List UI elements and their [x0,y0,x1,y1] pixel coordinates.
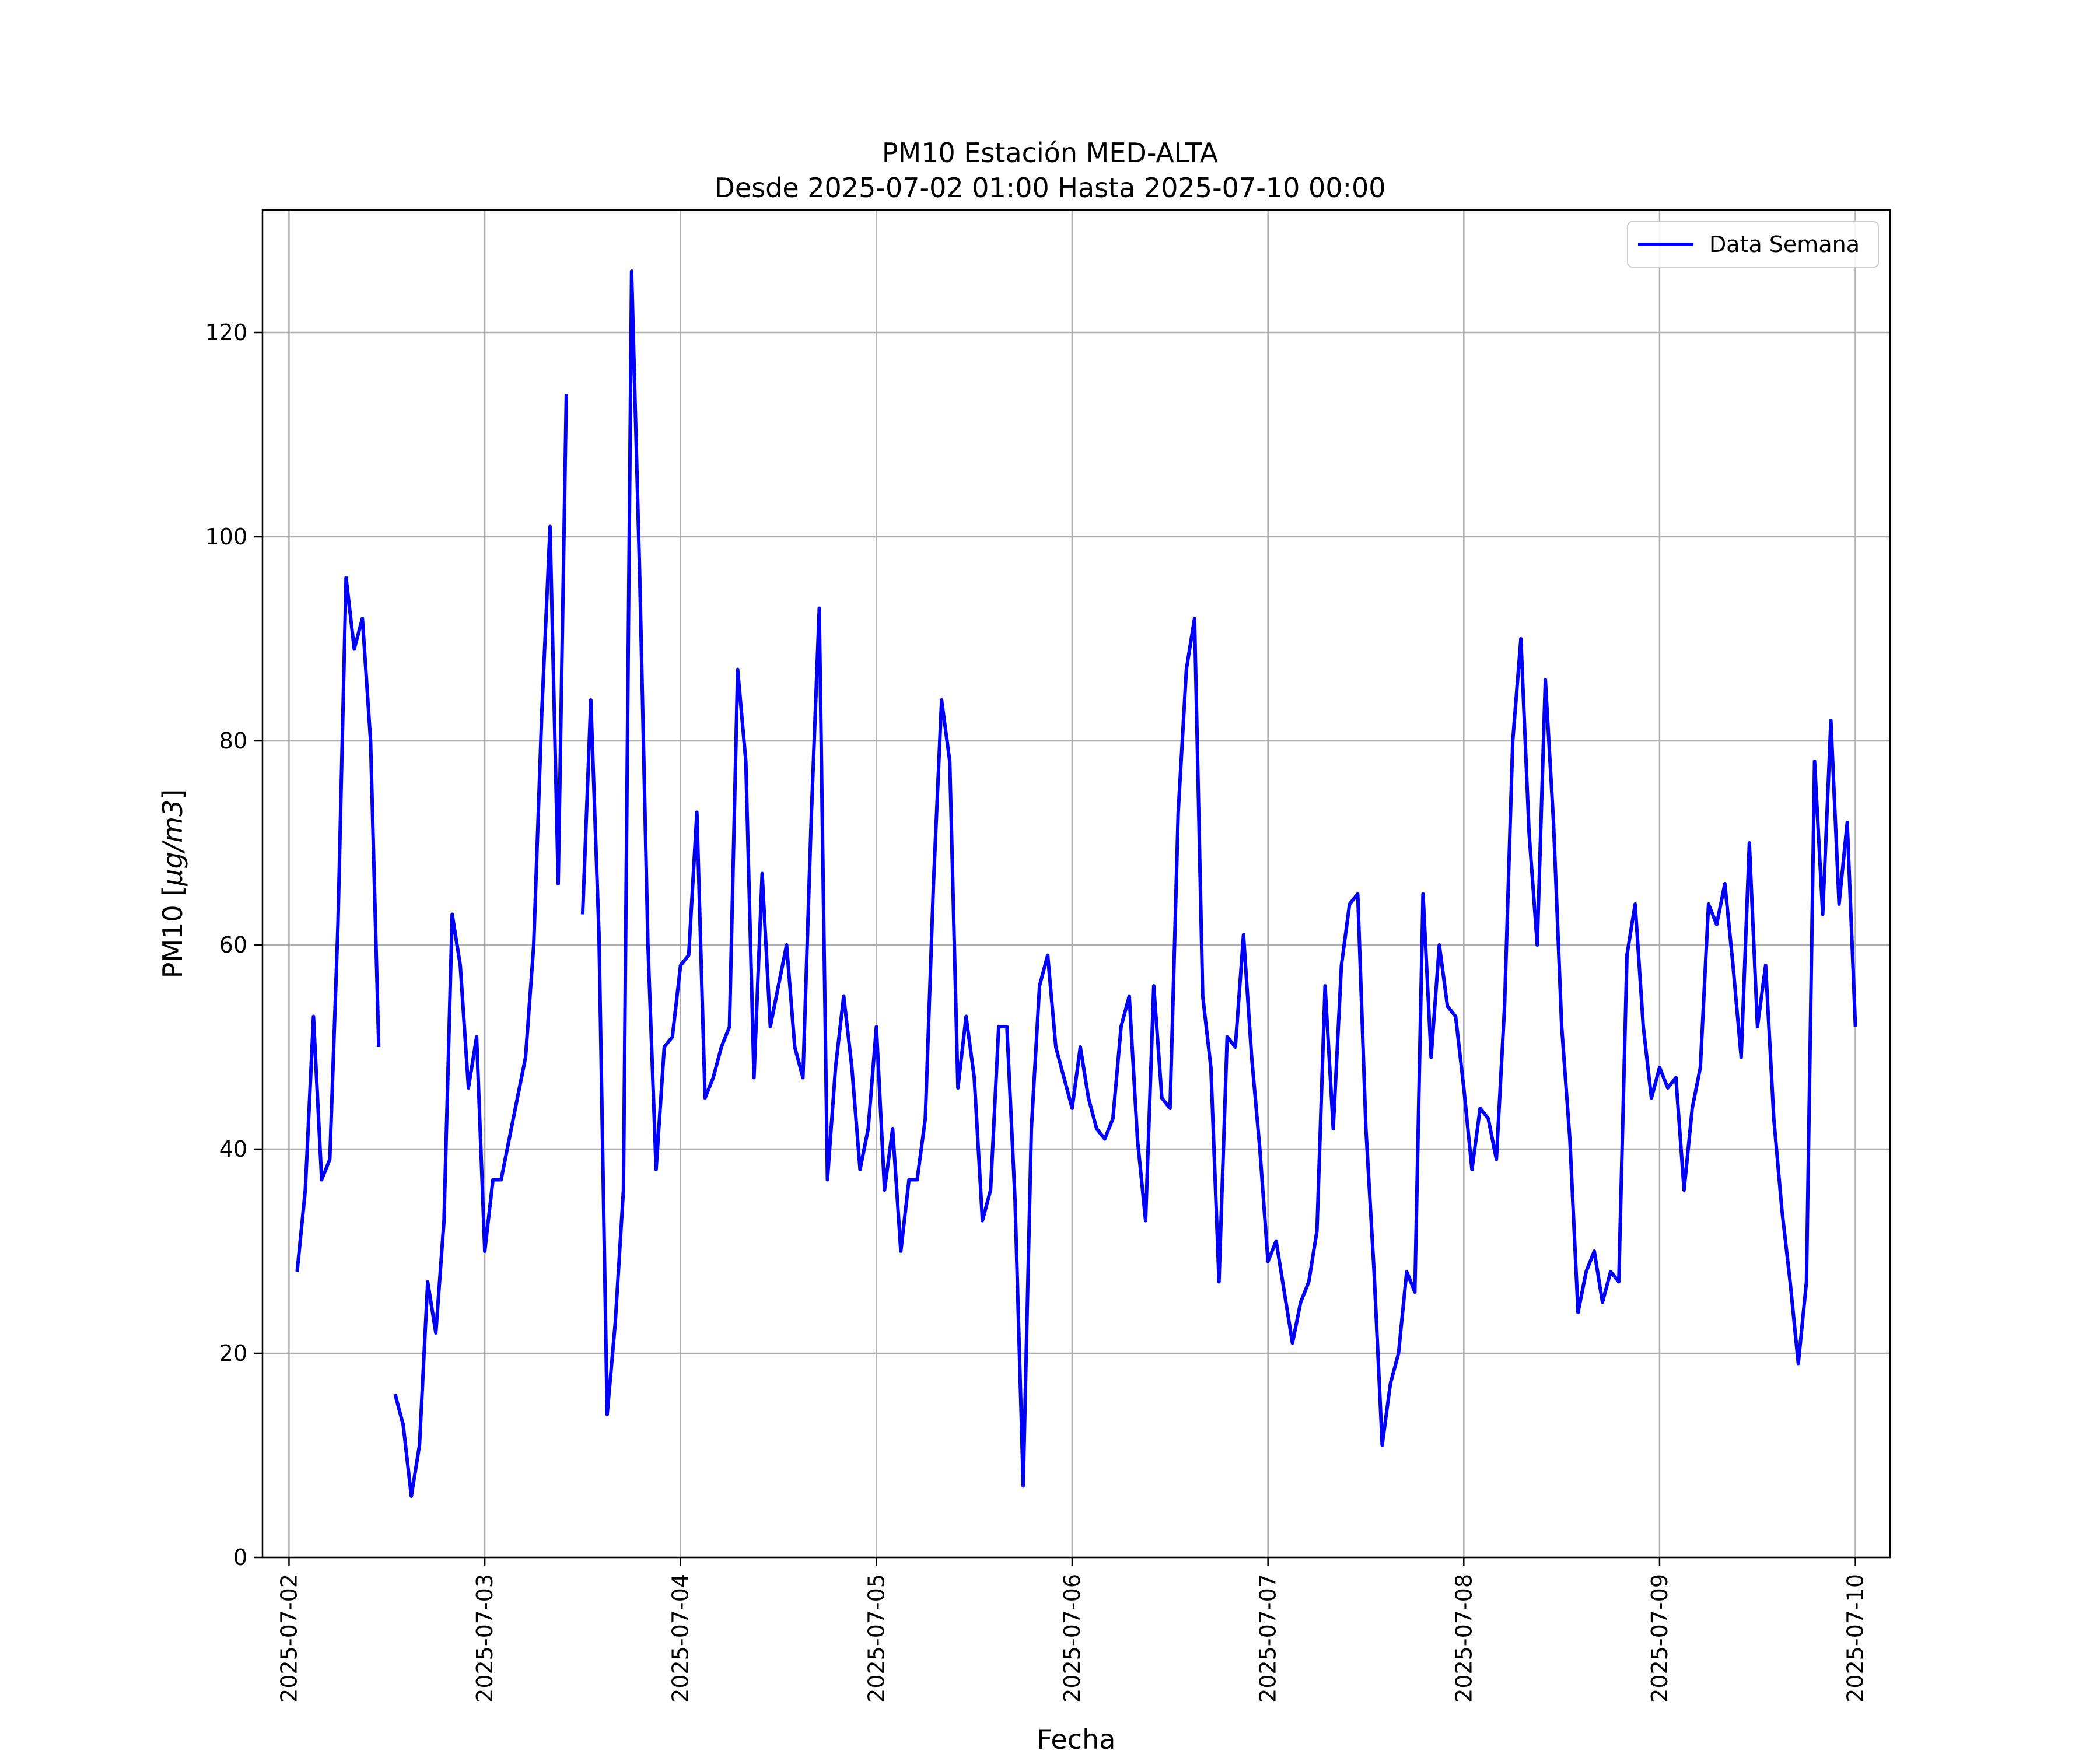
y-axis-label-prefix: PM10 [ [157,886,188,979]
y-tick-label: 20 [219,1340,247,1366]
y-tick-label: 60 [219,932,247,958]
x-tick-label: 2025-07-03 [472,1574,498,1703]
x-tick-label: 2025-07-05 [863,1574,889,1703]
y-tick-label: 120 [205,320,247,345]
x-tick-label: 2025-07-02 [276,1574,302,1703]
legend-box [1627,221,1879,268]
y-tick-label: 40 [219,1136,247,1162]
y-axis-label-suffix: ] [157,789,188,800]
y-axis-label-unit: μg/m3 [157,800,188,887]
y-tick-label: 0 [233,1545,247,1570]
legend: Data Semana [1627,221,1879,268]
x-axis-label: Fecha [1037,1724,1116,1750]
x-tick-label: 2025-07-08 [1451,1574,1476,1703]
x-tick-label: 2025-07-04 [668,1574,694,1703]
series-layer [295,270,1857,1498]
series-line-data-semana [393,393,568,1498]
plot-frame [261,209,1891,1559]
series-line-data-semana [580,270,1857,1488]
y-tick-label: 80 [219,728,247,754]
x-tick-label: 2025-07-09 [1647,1574,1672,1703]
x-axis-ticks: 2025-07-02 2025-07-03 2025-07-04 2025-07-05… [276,1558,1868,1703]
chart-subtitle: Desde 2025-07-02 01:00 Hasta 2025-07-10 … [714,172,1385,204]
chart-title: PM10 Estación MED-ALTA [882,137,1219,169]
legend-label-data-semana: Data Semana [1709,232,1860,257]
y-tick-label: 100 [205,524,247,550]
x-tick-label: 2025-07-06 [1059,1574,1085,1703]
x-tick-label: 2025-07-10 [1843,1574,1868,1703]
x-tick-label: 2025-07-07 [1255,1574,1281,1703]
y-axis-label: PM10 [μg/m3] [157,789,188,979]
y-axis-ticks: 0 20 40 60 80 100 120 [205,320,262,1570]
series-line-data-semana [295,576,381,1272]
